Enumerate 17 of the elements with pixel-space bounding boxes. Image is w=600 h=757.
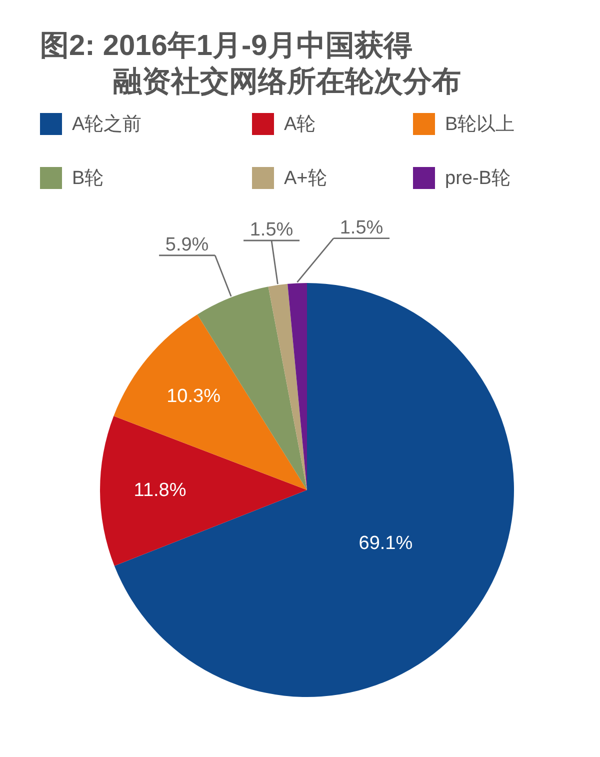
legend-label: B轮以上 bbox=[445, 113, 515, 137]
legend-label: pre-B轮 bbox=[445, 167, 510, 191]
data-label: 1.5% bbox=[250, 220, 294, 241]
pie-slice bbox=[114, 283, 514, 697]
data-label: 1.5% bbox=[340, 217, 384, 238]
legend-label: A轮之前 bbox=[72, 113, 142, 137]
data-label: 10.3% bbox=[166, 386, 221, 408]
pie-slice bbox=[268, 284, 307, 490]
pie-slice bbox=[288, 283, 307, 490]
data-label: 11.8% bbox=[134, 480, 186, 502]
chart-title: 图2: 2016年1月-9月中国获得融资社交网络所在轮次分布 bbox=[40, 29, 461, 100]
legend-label: B轮 bbox=[72, 167, 104, 191]
data-label: 5.9% bbox=[165, 234, 209, 256]
data-label: 69.1% bbox=[358, 533, 413, 554]
legend-label: A+轮 bbox=[284, 167, 327, 191]
pie-slice bbox=[100, 416, 307, 566]
legend-label: A轮 bbox=[284, 113, 316, 137]
